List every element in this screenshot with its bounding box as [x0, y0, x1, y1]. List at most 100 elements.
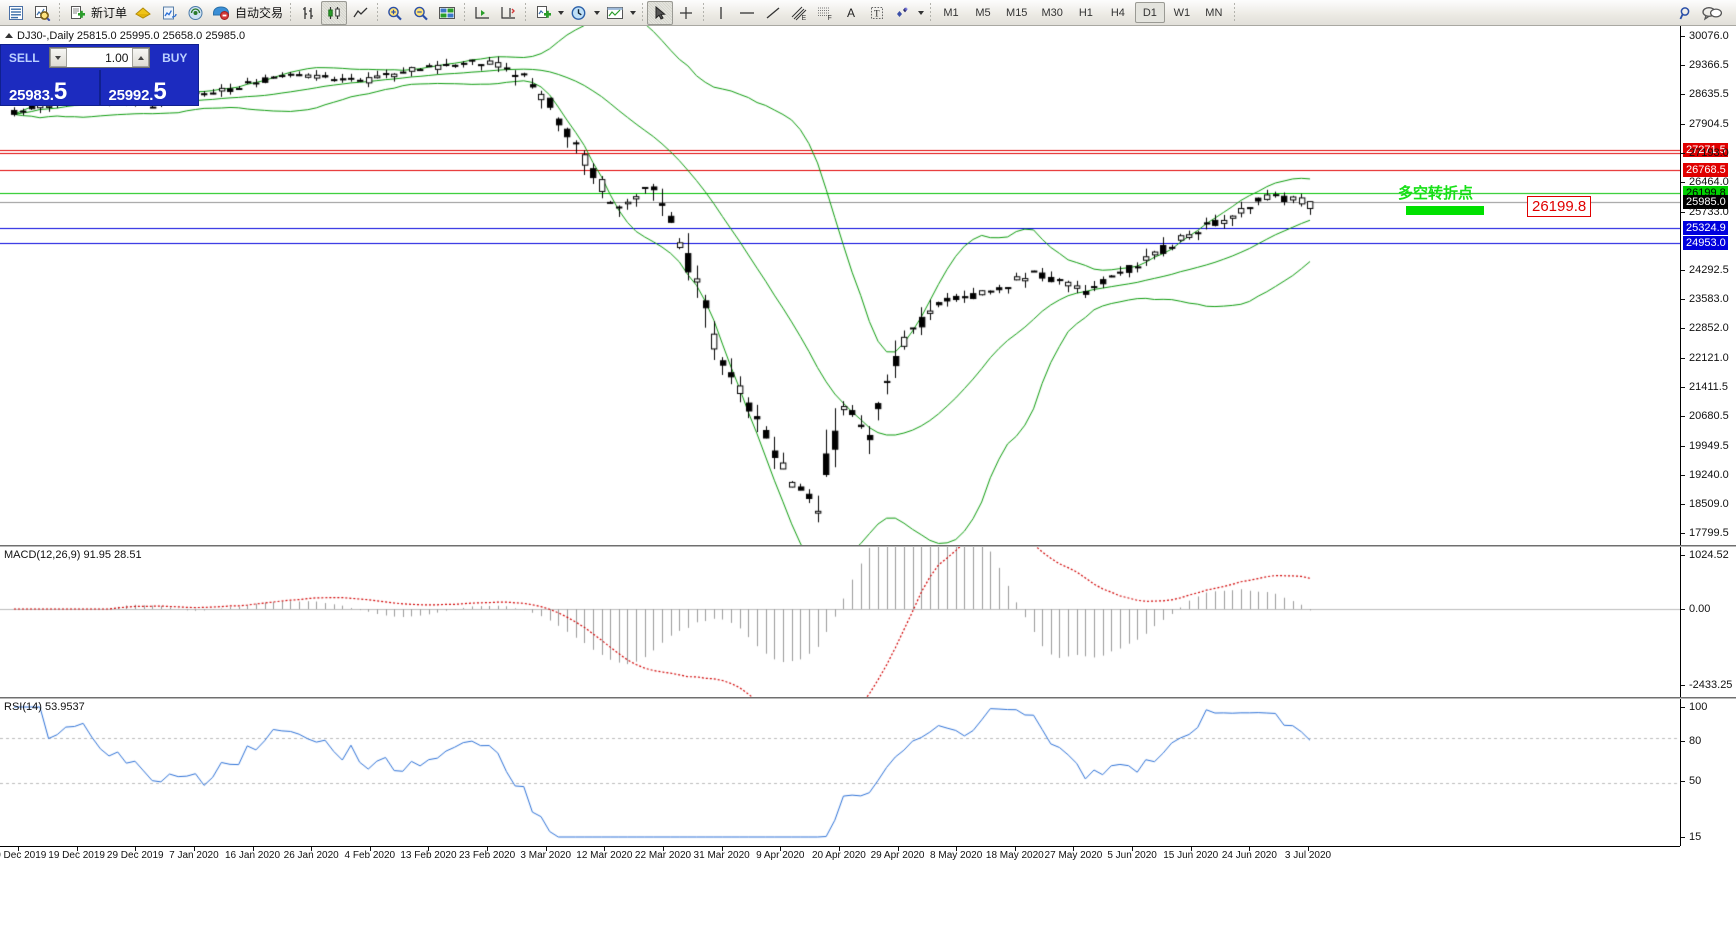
- annotation-highlight-box[interactable]: [1406, 206, 1484, 215]
- time-axis-label: 10 Dec 2019: [0, 850, 47, 861]
- time-axis-label: 12 Mar 2020: [576, 850, 633, 861]
- templates-dropdown-caret-icon[interactable]: [628, 1, 638, 25]
- cursor-icon[interactable]: [647, 0, 674, 25]
- price-axis-tick: [1681, 270, 1685, 272]
- new-order-label[interactable]: 新订单: [91, 6, 128, 20]
- timeframe-mn[interactable]: MN: [1205, 6, 1223, 19]
- price-axis-label: 26464.0: [1689, 176, 1729, 189]
- price-pane[interactable]: [0, 26, 1680, 545]
- sell-button[interactable]: SELL: [8, 50, 40, 65]
- shapes-dropdown-caret-icon[interactable]: [916, 1, 926, 25]
- time-axis-label: 26 Jan 2020: [283, 850, 339, 861]
- time-axis-label: 3 Jul 2020: [1284, 850, 1332, 861]
- timeframe-h1[interactable]: H1: [1078, 6, 1093, 19]
- toolbar-separator-5: [525, 2, 527, 23]
- period-icon[interactable]: [566, 1, 592, 25]
- period-dropdown-caret-icon[interactable]: [592, 1, 602, 25]
- timeframe-m1[interactable]: M1: [943, 6, 959, 19]
- price-axis-tick: [1681, 445, 1685, 447]
- zoom-in-icon[interactable]: [382, 1, 408, 25]
- horizontal-line-icon[interactable]: [734, 1, 760, 25]
- price-axis[interactable]: 30076.0 29366.5 28635.5 27904.5 27271.5 27193…: [1680, 26, 1736, 545]
- price-axis-tag[interactable]: 27271.5: [1683, 142, 1728, 157]
- price-axis-tag[interactable]: 26768.5: [1683, 162, 1728, 177]
- volume-decrease-button[interactable]: [49, 48, 67, 67]
- volume-stepper[interactable]: 1.00: [48, 47, 151, 68]
- chat-icon[interactable]: [1699, 1, 1725, 25]
- text-icon[interactable]: T: [864, 1, 890, 25]
- time-axis-tick: [897, 847, 899, 851]
- equidistant-channel-icon[interactable]: E: [786, 1, 812, 25]
- shapes-icon[interactable]: [890, 1, 916, 25]
- time-axis-tick: [487, 847, 489, 851]
- strategy-tester-icon[interactable]: [156, 1, 182, 25]
- chart-collapse-icon[interactable]: [5, 33, 13, 38]
- timeframe-m30[interactable]: M30: [1041, 6, 1063, 19]
- toolbar-separator-2: [290, 2, 292, 23]
- timeframe-w1[interactable]: W1: [1173, 6, 1191, 19]
- autotrading-icon[interactable]: [208, 1, 234, 25]
- candlestick-chart-icon[interactable]: [321, 0, 348, 25]
- timeframe-m15[interactable]: M15: [1006, 6, 1028, 19]
- shift-end-icon[interactable]: [469, 1, 495, 25]
- pane-divider-rsi[interactable]: [0, 697, 1736, 699]
- zoom-out-icon[interactable]: [408, 1, 434, 25]
- time-axis-label: 19 Dec 2019: [48, 850, 105, 861]
- time-axis-label: 4 Feb 2020: [344, 850, 396, 861]
- rsi-pane[interactable]: [0, 699, 1680, 846]
- price-axis-tick: [1681, 358, 1685, 360]
- timeframe-h4[interactable]: H4: [1110, 6, 1125, 19]
- macd-pane[interactable]: [0, 547, 1680, 697]
- chart-area[interactable]: 30076.0 29366.5 28635.5 27904.5 27271.5 27193…: [0, 26, 1736, 948]
- text-label-icon[interactable]: A: [847, 5, 856, 20]
- price-axis-tag[interactable]: 25985.0: [1683, 194, 1728, 209]
- search-icon[interactable]: [1673, 1, 1699, 25]
- expert-advisors-icon[interactable]: [130, 1, 156, 25]
- rsi-axis-label: 80: [1689, 735, 1702, 747]
- signals-icon[interactable]: [182, 1, 208, 25]
- data-window-icon[interactable]: [29, 1, 55, 25]
- price-axis-tag[interactable]: 24953.0: [1683, 236, 1728, 251]
- fibonacci-icon[interactable]: F: [812, 1, 838, 25]
- time-axis-label: 16 Jan 2020: [225, 850, 281, 861]
- buy-button[interactable]: BUY: [162, 50, 188, 65]
- rsi-indicator-label[interactable]: RSI(14) 53.9537: [4, 701, 85, 713]
- macd-axis[interactable]: 1024.52 0.00 -2433.25: [1680, 547, 1736, 697]
- autotrading-label[interactable]: 自动交易: [235, 6, 284, 20]
- buy-price-integer: 25992: [108, 87, 150, 104]
- vertical-line-icon[interactable]: [708, 1, 734, 25]
- templates-icon[interactable]: [602, 1, 628, 25]
- indicators-dropdown-caret-icon[interactable]: [556, 1, 566, 25]
- svg-text:F: F: [828, 15, 832, 21]
- bar-chart-icon[interactable]: [295, 1, 321, 25]
- time-axis-label: 3 Mar 2020: [520, 850, 572, 861]
- sell-price[interactable]: 25983 . 5: [1, 70, 99, 105]
- line-chart-icon[interactable]: [347, 1, 373, 25]
- crosshair-icon[interactable]: [673, 1, 699, 25]
- buy-price[interactable]: 25992 . 5: [101, 70, 199, 105]
- chart-annotation[interactable]: 多空转折点: [1398, 184, 1474, 202]
- time-axis-tick: [1249, 847, 1251, 851]
- rsi-axis[interactable]: 100 80 50 15: [1680, 699, 1736, 846]
- macd-indicator-label[interactable]: MACD(12,26,9) 91.95 28.51: [4, 549, 142, 561]
- auto-scroll-icon[interactable]: [495, 1, 521, 25]
- volume-value[interactable]: 1.00: [105, 50, 129, 65]
- grid-icon[interactable]: [434, 1, 460, 25]
- trendline-icon[interactable]: [760, 1, 786, 25]
- price-axis-label: 29366.5: [1689, 58, 1729, 71]
- price-axis-label: 30076.0: [1689, 30, 1729, 42]
- macd-canvas: [0, 547, 1680, 697]
- timeframe-m5[interactable]: M5: [975, 6, 991, 19]
- pane-divider-macd[interactable]: [0, 545, 1736, 547]
- market-watch-icon[interactable]: [3, 1, 29, 25]
- price-callout[interactable]: 26199.8: [1527, 196, 1592, 217]
- volume-increase-button[interactable]: [132, 48, 150, 67]
- price-axis-tag[interactable]: 25324.9: [1683, 221, 1728, 236]
- toolbar-separator-6: [642, 2, 644, 23]
- main-toolbar: 新订单 自动交易: [0, 0, 1736, 26]
- one-click-trading-panel[interactable]: SELL 1.00 BUY 25983 . 5 25992 .: [0, 44, 199, 106]
- timeframe-d1[interactable]: D1: [1134, 2, 1165, 23]
- indicators-icon[interactable]: [530, 1, 556, 25]
- new-order-icon[interactable]: [64, 1, 90, 25]
